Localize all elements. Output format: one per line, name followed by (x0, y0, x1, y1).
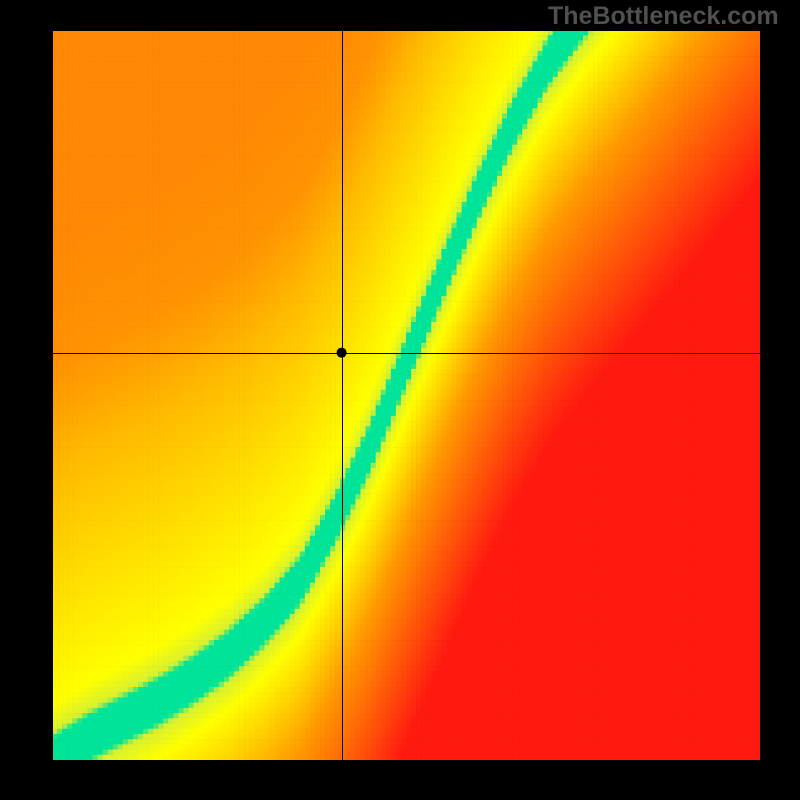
bottleneck-heatmap-canvas (0, 0, 800, 800)
chart-container: TheBottleneck.com (0, 0, 800, 800)
watermark-text: TheBottleneck.com (548, 2, 779, 31)
